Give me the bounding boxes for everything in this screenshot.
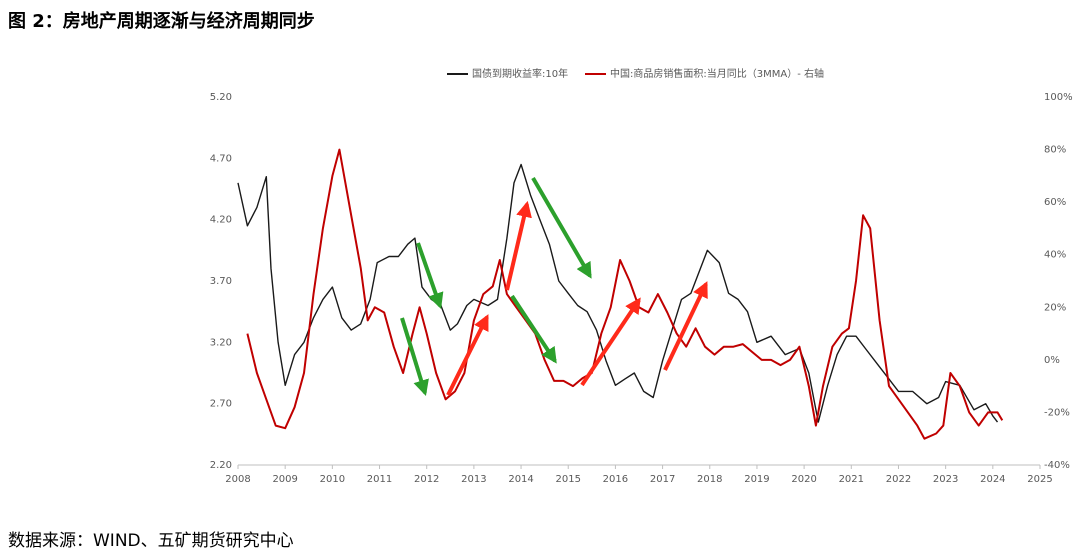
- arrow: [446, 314, 489, 396]
- x-tick-label: 2023: [933, 474, 958, 485]
- y-tick-label: 3.70: [210, 276, 232, 287]
- x-tick-label: 2014: [508, 474, 533, 485]
- y2-tick-label: 60%: [1044, 197, 1066, 208]
- x-tick-label: 2009: [272, 474, 297, 485]
- y2-tick-label: -20%: [1044, 407, 1070, 418]
- series-line: [246, 148, 1004, 440]
- legend-label: 国债到期收益率:10年: [472, 67, 568, 80]
- chart-title: 图 2：房地产周期逐渐与经济周期同步: [8, 10, 315, 32]
- series-line: [237, 163, 999, 423]
- x-tick-label: 2013: [461, 474, 486, 485]
- y-tick-label: 2.20: [210, 460, 232, 471]
- y-tick-label: 3.20: [210, 337, 232, 348]
- arrow: [510, 294, 557, 364]
- y2-tick-label: 0%: [1044, 355, 1060, 366]
- x-tick-label: 2016: [603, 474, 628, 485]
- y-tick-label: 5.20: [210, 92, 232, 103]
- x-tick-label: 2022: [886, 474, 911, 485]
- x-tick-label: 2018: [697, 474, 722, 485]
- y2-tick-label: 20%: [1044, 302, 1066, 313]
- legend-label: 中国:商品房销售面积:当月同比（3MMA）- 右轴: [610, 67, 824, 80]
- x-tick-label: 2015: [556, 474, 581, 485]
- x-tick-label: 2025: [1027, 474, 1052, 485]
- x-tick-label: 2021: [839, 474, 864, 485]
- y2-tick-label: 80%: [1044, 145, 1066, 156]
- x-tick-label: 2017: [650, 474, 675, 485]
- x-tick-label: 2008: [225, 474, 250, 485]
- source-note: 数据来源：WIND、五矿期货研究中心: [8, 531, 294, 551]
- y-tick-label: 4.70: [210, 153, 232, 164]
- y2-tick-label: -40%: [1044, 460, 1070, 471]
- x-tick-label: 2024: [980, 474, 1005, 485]
- arrow: [580, 297, 641, 387]
- arrow: [416, 242, 444, 310]
- arrow: [505, 200, 532, 291]
- y-tick-label: 4.20: [210, 215, 232, 226]
- arrow: [531, 176, 592, 279]
- x-tick-label: 2012: [414, 474, 439, 485]
- arrow: [400, 317, 429, 397]
- annotation-arrows: [400, 176, 708, 397]
- x-tick-label: 2010: [320, 474, 345, 485]
- y2-tick-label: 100%: [1044, 92, 1073, 103]
- arrow: [663, 281, 708, 371]
- y-tick-label: 2.70: [210, 399, 232, 410]
- y2-tick-label: 40%: [1044, 250, 1066, 261]
- x-tick-label: 2020: [791, 474, 816, 485]
- x-tick-label: 2011: [367, 474, 392, 485]
- x-tick-label: 2019: [744, 474, 769, 485]
